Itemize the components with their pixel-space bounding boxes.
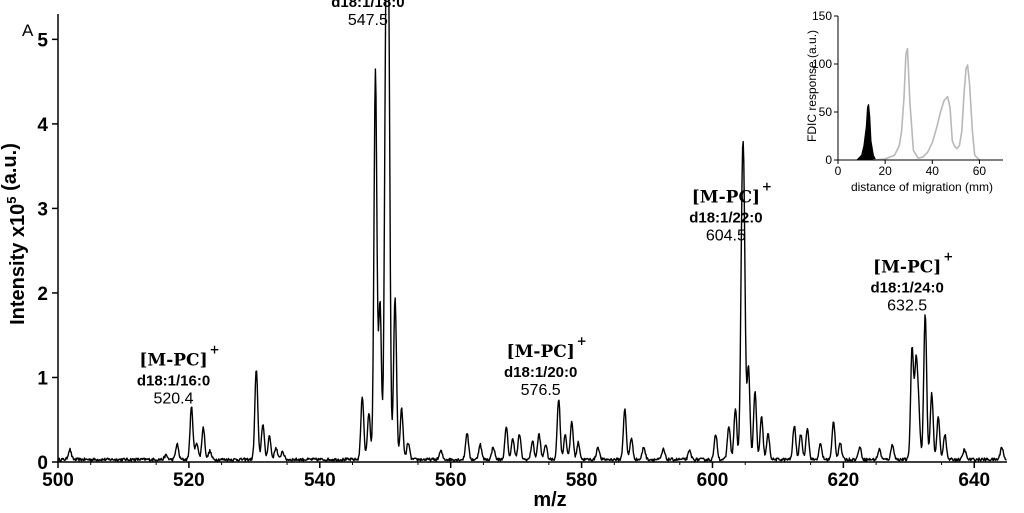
y-tick-label: 3 (37, 199, 48, 220)
peak-species-label: d18:1/20:0 (504, 364, 577, 381)
y-tick-label: 2 (37, 284, 48, 305)
y-axis-label: Intensity x105 (a.u.) (0, 143, 29, 325)
inset-y-tick-label: 100 (812, 57, 832, 71)
inset-y-tick-label: 50 (819, 105, 833, 119)
peak-ion-label: [M-PC] (692, 187, 760, 207)
x-axis-label: m/z (533, 489, 566, 511)
peak-species-label: d18:1/24:0 (871, 280, 944, 297)
inset-y-ticks: 0 50 100 150 (812, 9, 838, 167)
main-x-ticks: 500 520 540 560 580 600 620 640 (42, 462, 990, 491)
peak-charge-label: + (577, 334, 587, 348)
inset-y-tick-label: 150 (812, 9, 832, 23)
inset-y-tick-label: 0 (825, 153, 832, 167)
inset-x-tick-label: 40 (926, 164, 940, 178)
inset-x-tick-label: 0 (835, 164, 842, 178)
peak-annotations: 520.4d18:1/16:0[M-PC]+547.5d18:1/18:0[M-… (137, 0, 953, 408)
inset-plot: 0 20 40 60 0 50 100 150 distance of migration … (805, 9, 1003, 194)
y-tick-label: 5 (37, 30, 48, 51)
x-tick-label: 580 (566, 470, 598, 491)
peak-charge-label: + (762, 179, 772, 193)
x-tick-label: 500 (42, 470, 74, 491)
peak-charge-label: + (210, 343, 220, 357)
peak-ion-label: [M-PC] (507, 342, 575, 362)
inset-y-axis-label: FDIC response (a.u.) (805, 30, 819, 142)
x-tick-label: 540 (304, 470, 336, 491)
peak-charge-label: + (943, 250, 953, 264)
x-tick-label: 620 (828, 470, 860, 491)
peak-ion-label: [M-PC] (873, 258, 941, 278)
x-tick-label: 520 (173, 470, 205, 491)
peak-ion-label: [M-PC] (139, 351, 207, 371)
peak-mz-label: 576.5 (521, 382, 561, 399)
inset-series (855, 47, 980, 161)
peak-mz-label: 547.5 (348, 12, 388, 29)
inset-series-1-line (873, 47, 980, 161)
peak-mz-label: 520.4 (153, 391, 193, 408)
x-tick-label: 600 (697, 470, 729, 491)
peak-species-label: d18:1/22:0 (689, 209, 762, 226)
inset-x-tick-label: 20 (878, 164, 892, 178)
peak-species-label: d18:1/18:0 (331, 0, 404, 11)
peak-mz-label: 604.5 (706, 227, 746, 244)
spectrum-trace (57, 0, 1007, 462)
peak-mz-label: 632.5 (887, 298, 927, 315)
y-tick-label: 0 (37, 453, 48, 474)
y-tick-label: 1 (37, 368, 48, 389)
x-tick-label: 640 (958, 470, 990, 491)
panel-label: A (22, 21, 34, 40)
x-tick-label: 560 (435, 470, 467, 491)
y-tick-label: 4 (37, 115, 48, 136)
inset-x-tick-label: 60 (973, 164, 987, 178)
inset-x-axis-label: distance of migration (mm) (851, 180, 993, 194)
peak-species-label: d18:1/16:0 (137, 373, 210, 390)
inset-x-ticks: 0 20 40 60 (835, 160, 987, 178)
inset-series-0-area (855, 104, 877, 161)
main-y-ticks: 0 1 2 3 4 5 (37, 30, 58, 474)
